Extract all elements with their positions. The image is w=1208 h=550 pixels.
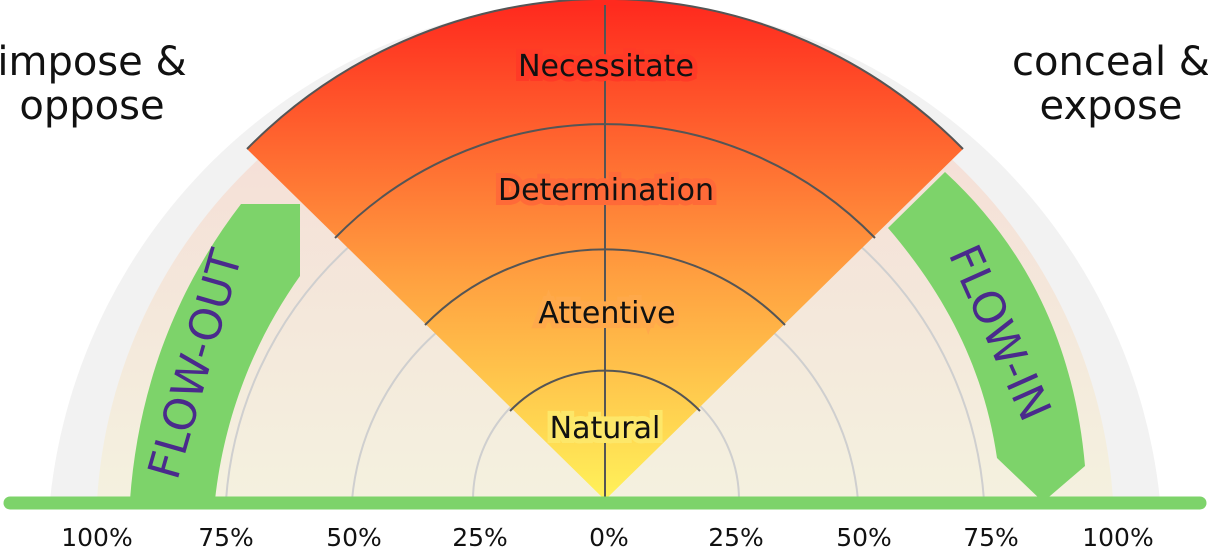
zone-label-determination-group: Determination: [493, 168, 719, 213]
zone-arc-necessitate: [246, 0, 964, 150]
label-conceal-expose-line1: conceal &: [1012, 39, 1208, 85]
flow-out-arrow: [130, 204, 300, 500]
label-conceal-expose-line2: expose: [1040, 83, 1183, 129]
zone-label-attentive-group: Attentive: [533, 291, 680, 336]
flow-in-arrow: [888, 172, 1085, 502]
tick-left-75: 75%: [198, 523, 254, 550]
tick-left-25: 25%: [452, 523, 508, 550]
zone-label-necessitate-group: Necessitate: [513, 44, 699, 89]
tick-right-25: 25%: [708, 523, 764, 550]
tick-right-100: 100%: [1082, 523, 1153, 550]
zone-label-attentive: Attentive: [538, 296, 675, 331]
zone-label-determination: Determination: [498, 173, 714, 208]
zone-label-natural-group: Natural: [545, 406, 666, 451]
label-impose-oppose-line2: oppose: [19, 83, 164, 129]
zone-label-natural: Natural: [550, 411, 661, 446]
axis-tick-labels: 100% 75% 50% 25% 0% 25% 50% 75% 100%: [61, 523, 1153, 550]
label-impose-oppose-line1: impose &: [0, 39, 187, 85]
tick-right-50: 50%: [836, 523, 892, 550]
tick-left-50: 50%: [326, 523, 382, 550]
tick-right-75: 75%: [963, 523, 1019, 550]
tick-center-0: 0%: [589, 523, 629, 550]
tick-left-100: 100%: [61, 523, 132, 550]
zone-label-necessitate: Necessitate: [518, 49, 694, 84]
